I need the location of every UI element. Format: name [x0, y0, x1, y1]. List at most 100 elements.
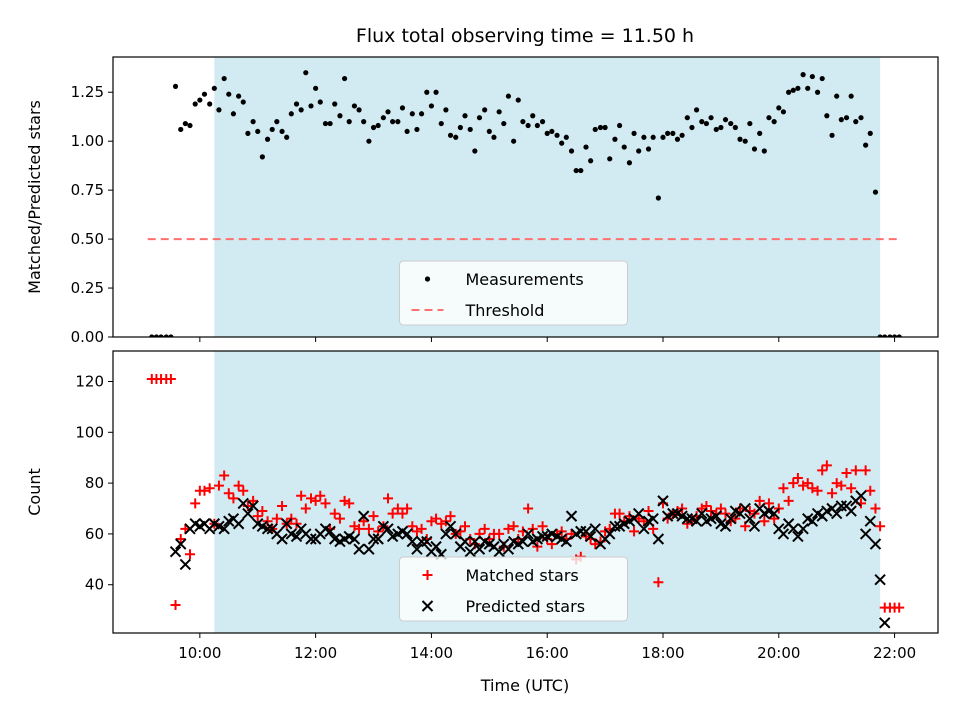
predicted-stars-point	[681, 512, 694, 525]
matched-stars-point	[860, 465, 871, 476]
matched-stars-point	[223, 488, 234, 499]
matched-stars-point	[310, 495, 321, 506]
measurements-point	[288, 111, 294, 117]
measurements-point	[722, 117, 729, 123]
measurements-point	[848, 93, 854, 99]
measurements-point	[245, 130, 251, 136]
measurements-point	[641, 134, 647, 140]
measurements-point	[322, 120, 329, 127]
measurements-point	[568, 148, 575, 154]
matched-stars-point	[170, 600, 181, 611]
measurements-point	[153, 334, 160, 337]
measurements-point	[684, 115, 690, 121]
measurements-point	[274, 119, 280, 125]
measurements-point	[559, 140, 565, 146]
predicted-stars-point	[247, 500, 259, 512]
predicted-stars-point	[324, 525, 336, 538]
measurements-point	[341, 75, 348, 82]
measurements-point	[728, 120, 734, 127]
y-tick-label: 80	[85, 474, 104, 492]
predicted-stars-point	[353, 543, 365, 555]
measurements-point	[597, 124, 604, 131]
matched-stars-point	[320, 498, 331, 509]
predicted-stars-point	[218, 523, 230, 535]
measurements-point	[447, 132, 454, 138]
matched-stars-point	[875, 521, 886, 532]
measurements-point	[713, 126, 719, 133]
measurements-point	[399, 105, 406, 111]
matched-stars-point	[358, 516, 369, 527]
count-panel: 40 60 80 100 120 10:00 12:00 14:00 16:00 18:00 20:…	[25, 350, 939, 662]
matched-stars-point	[706, 506, 717, 517]
measurements-point	[578, 167, 584, 174]
measurements-point	[780, 109, 787, 115]
measurements-point	[549, 128, 555, 135]
predicted-stars-point	[276, 533, 288, 545]
predicted-stars-point	[748, 520, 761, 533]
ratio-panel: 0.00 0.25 0.50 0.75 1.00 1.25 Matched/Predicte…	[25, 56, 939, 346]
predicted-stars-point	[469, 535, 481, 548]
predicted-stars-point	[632, 507, 645, 520]
y-tick-label: 1.25	[71, 83, 104, 101]
predicted-stars-point	[869, 538, 882, 550]
matched-stars-point	[387, 508, 398, 519]
x-axis-label: Time (UTC)	[480, 676, 569, 695]
measurements-point	[511, 138, 517, 144]
y-tick-label: 0.75	[71, 181, 104, 199]
matched-stars-point	[894, 602, 905, 613]
predicted-stars-point	[589, 523, 601, 535]
predicted-stars-point	[575, 525, 587, 538]
measurements-point	[645, 146, 652, 152]
legend-box	[399, 556, 628, 622]
matched-stars-point	[228, 493, 239, 504]
x-tick-label: 16:00	[526, 644, 569, 662]
matched-stars-point	[841, 467, 852, 478]
predicted-stars-point	[806, 515, 819, 527]
measurements-point	[525, 122, 531, 129]
measurements-point	[858, 115, 864, 121]
measurements-point	[660, 134, 666, 140]
measurements-point	[621, 144, 627, 150]
matched-stars-point	[296, 490, 307, 501]
predicted-stars-point	[879, 617, 891, 629]
measurements-point	[293, 101, 300, 107]
predicted-stars-point	[502, 543, 515, 555]
matched-stars-point	[653, 577, 664, 588]
predicted-stars-point	[179, 558, 192, 571]
measurements-point	[491, 134, 497, 140]
plot-area	[146, 373, 905, 629]
measurements-point	[853, 119, 859, 125]
y-tick-label: 1.00	[71, 132, 104, 150]
predicted-stars-point	[242, 507, 254, 520]
matched-stars-point	[614, 508, 625, 519]
measurements-point	[149, 334, 155, 337]
measurements-point	[240, 99, 246, 105]
matched-stars-point	[165, 373, 176, 384]
measurements-point	[554, 132, 560, 138]
matched-stars-point	[300, 503, 311, 514]
predicted-stars-point	[411, 543, 423, 555]
measurements-point	[612, 136, 618, 142]
measurements-point	[163, 334, 169, 337]
measurements-point	[279, 128, 285, 135]
measurements-point	[346, 119, 352, 125]
measurements-point	[370, 124, 377, 131]
measurements-point	[742, 138, 748, 144]
measurements-point	[298, 107, 304, 113]
y-tick-label: 0.00	[71, 328, 104, 346]
measurements-point	[771, 119, 777, 125]
measurements-point	[689, 124, 695, 131]
predicted-stars-point	[522, 528, 534, 540]
predicted-stars-point	[560, 535, 573, 548]
predicted-stars-point	[536, 530, 549, 543]
measurements-point	[313, 85, 319, 91]
predicted-stars-point	[584, 530, 597, 543]
predicted-stars-point	[450, 528, 462, 540]
measurements-point	[838, 117, 844, 123]
measurements-point	[766, 115, 772, 121]
matched-stars-point	[252, 511, 263, 522]
measurements-point	[636, 148, 642, 154]
predicted-stars-point	[401, 528, 413, 540]
predicted-stars-point	[305, 533, 317, 545]
measurements-legend-label: Measurements	[466, 270, 584, 289]
